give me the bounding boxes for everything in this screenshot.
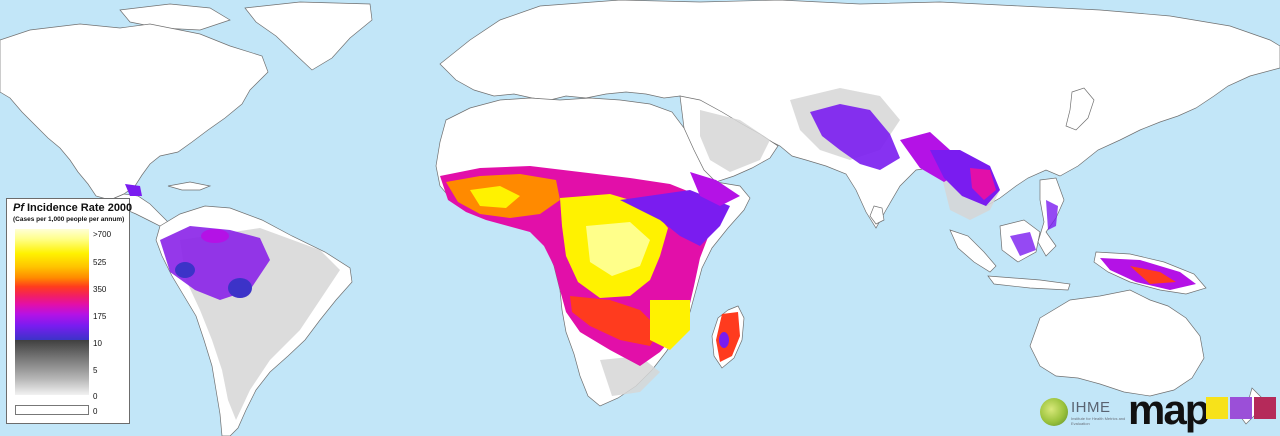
legend-title: Pf Incidence Rate 2000 bbox=[13, 202, 133, 214]
legend-tick: >700 bbox=[93, 230, 112, 239]
ihme-logo-text: IHME bbox=[1071, 399, 1111, 416]
legend-tick: 0 bbox=[93, 407, 98, 416]
zero-swatch bbox=[15, 405, 89, 415]
legend-tick: 0 bbox=[93, 392, 98, 401]
ihme-logo-subtext: Institute for Health Metrics and Evaluat… bbox=[1071, 416, 1126, 426]
legend-tick: 175 bbox=[93, 312, 107, 321]
map-logo-text: map bbox=[1128, 386, 1210, 433]
java bbox=[987, 275, 1071, 291]
map-logo-box-americas bbox=[1206, 397, 1228, 419]
australia bbox=[1029, 289, 1205, 397]
legend-tick: 525 bbox=[93, 258, 107, 267]
legend-tick: 5 bbox=[93, 366, 98, 375]
map-logo-box-africa bbox=[1230, 397, 1252, 419]
legend-tick: 10 bbox=[93, 339, 102, 348]
ihme-logo: IHME Institute for Health Metrics and Ev… bbox=[1040, 394, 1135, 430]
legend-tick: 350 bbox=[93, 285, 107, 294]
ihme-globe-icon bbox=[1040, 398, 1068, 426]
color-ramp bbox=[15, 229, 89, 340]
north-america bbox=[0, 23, 269, 201]
arctic-islands bbox=[119, 3, 231, 31]
incidence-patches bbox=[125, 104, 1196, 366]
map-logo-box-asia bbox=[1254, 397, 1276, 419]
greenland bbox=[244, 1, 373, 71]
japan bbox=[1065, 87, 1095, 131]
gray-ramp bbox=[15, 340, 89, 395]
sumatra bbox=[949, 229, 997, 273]
caribbean bbox=[167, 181, 212, 191]
legend: Pf Incidence Rate 2000 (Cases per 1,000 p… bbox=[6, 198, 133, 424]
sri-lanka bbox=[869, 205, 885, 225]
legend-subtitle: (Cases per 1,000 people per annum) bbox=[13, 216, 125, 223]
